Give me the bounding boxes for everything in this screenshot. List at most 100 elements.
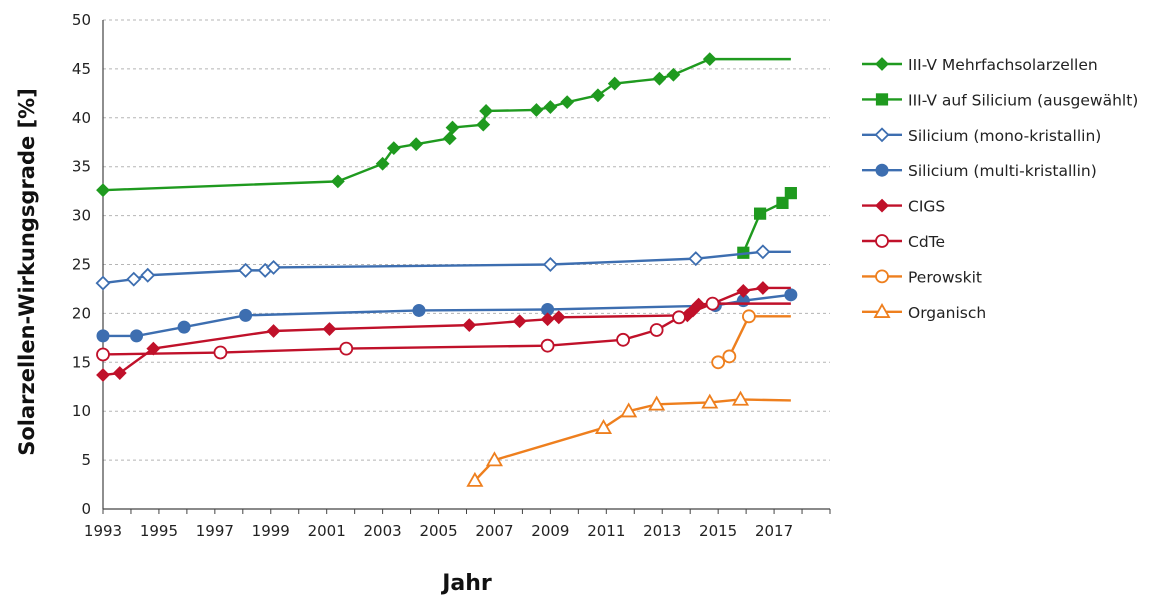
legend-item: Silicium (mono-kristallin) bbox=[862, 127, 1101, 145]
data-point bbox=[540, 312, 555, 327]
y-tick-label: 15 bbox=[72, 353, 91, 371]
y-tick-label: 50 bbox=[72, 11, 91, 29]
data-point bbox=[112, 366, 127, 380]
data-point bbox=[95, 275, 111, 291]
data-point bbox=[239, 308, 253, 322]
data-point bbox=[386, 141, 401, 156]
series bbox=[95, 244, 791, 291]
data-point bbox=[722, 349, 737, 364]
data-point bbox=[652, 71, 667, 86]
series bbox=[96, 281, 791, 382]
legend-item: Perowskit bbox=[862, 268, 982, 286]
data-point bbox=[776, 196, 789, 209]
series bbox=[737, 187, 797, 259]
data-point bbox=[672, 310, 686, 325]
data-point bbox=[753, 207, 767, 220]
data-point bbox=[736, 283, 751, 298]
data-point bbox=[705, 296, 720, 311]
x-tick-label: 1999 bbox=[252, 522, 290, 540]
data-point bbox=[266, 259, 282, 275]
x-tick-labels: 1993 1995 1997 1999 2001 2003 2005 2007 2009 2011… bbox=[84, 522, 793, 540]
y-tick-label: 20 bbox=[72, 304, 91, 322]
x-tick-label: 2013 bbox=[643, 522, 681, 540]
data-point bbox=[875, 163, 889, 177]
data-point bbox=[130, 329, 144, 343]
y-tick-label: 40 bbox=[72, 109, 91, 127]
data-point bbox=[648, 395, 666, 411]
data-point bbox=[551, 310, 566, 325]
data-point bbox=[96, 183, 110, 198]
data-point bbox=[874, 127, 890, 143]
data-point bbox=[742, 309, 756, 324]
data-point bbox=[330, 174, 345, 189]
legend-label: Silicium (multi-kristallin) bbox=[908, 162, 1097, 180]
y-tick-label: 5 bbox=[81, 451, 91, 469]
data-point bbox=[701, 393, 719, 409]
legend-label: III-V auf Silicium (ausgewählt) bbox=[908, 91, 1138, 109]
data-point bbox=[616, 332, 630, 347]
x-tick-label: 2007 bbox=[475, 522, 513, 540]
data-point bbox=[702, 52, 717, 67]
data-point bbox=[466, 471, 484, 487]
data-point bbox=[476, 117, 491, 132]
data-point bbox=[445, 120, 460, 135]
data-point bbox=[140, 267, 156, 283]
data-point bbox=[711, 355, 726, 370]
data-point bbox=[875, 57, 889, 71]
legend-label: CdTe bbox=[908, 233, 945, 251]
data-point bbox=[666, 67, 681, 82]
x-tick-label: 2003 bbox=[364, 522, 402, 540]
x-tick-label: 1993 bbox=[84, 522, 122, 540]
legend-label: Perowskit bbox=[908, 268, 982, 286]
data-point bbox=[442, 131, 457, 146]
data-point bbox=[731, 390, 750, 406]
data-point bbox=[462, 318, 477, 333]
y-tick-label: 25 bbox=[72, 256, 91, 274]
data-point bbox=[126, 271, 142, 287]
y-axis-title: Solarzellen-Wirkungsgrade [%] bbox=[15, 88, 39, 456]
data-point bbox=[266, 324, 281, 338]
y-tick-label: 0 bbox=[81, 500, 91, 518]
legend-label: Organisch bbox=[908, 304, 986, 322]
legend-item: III-V auf Silicium (ausgewählt) bbox=[862, 91, 1138, 109]
legend-label: III-V Mehrfachsolarzellen bbox=[908, 56, 1098, 74]
x-tick-label: 2005 bbox=[419, 522, 457, 540]
legend-item: CIGS bbox=[862, 198, 945, 216]
data-point bbox=[620, 402, 638, 418]
series-group bbox=[95, 52, 798, 487]
data-point bbox=[784, 288, 798, 302]
data-point bbox=[479, 104, 493, 118]
y-tick-label: 30 bbox=[72, 207, 91, 225]
data-point bbox=[412, 303, 426, 317]
data-point bbox=[591, 88, 605, 103]
data-point bbox=[238, 262, 254, 278]
grid bbox=[103, 19, 830, 461]
data-point bbox=[875, 234, 889, 248]
data-point bbox=[560, 95, 575, 110]
legend: III-V Mehrfachsolarzellen III-V auf Silic… bbox=[862, 56, 1138, 322]
x-tick-label: 2011 bbox=[587, 522, 625, 540]
y-tick-labels: 0 5 10 15 20 25 30 35 40 45 50 bbox=[72, 11, 91, 518]
x-tick-label: 2001 bbox=[308, 522, 346, 540]
series bbox=[466, 390, 791, 487]
data-point bbox=[529, 103, 544, 117]
legend-item: Silicium (multi-kristallin) bbox=[862, 162, 1097, 180]
series-line bbox=[102, 57, 791, 192]
series bbox=[96, 296, 791, 362]
data-point bbox=[409, 137, 424, 152]
data-point bbox=[755, 281, 770, 295]
data-point bbox=[649, 323, 664, 337]
legend-label: Silicium (mono-kristallin) bbox=[908, 127, 1101, 145]
data-point bbox=[543, 100, 558, 114]
legend-item: Organisch bbox=[862, 302, 986, 322]
data-point bbox=[688, 251, 704, 267]
x-tick-label: 2009 bbox=[531, 522, 569, 540]
data-point bbox=[96, 329, 110, 343]
data-point bbox=[755, 244, 771, 260]
x-axis-title: Jahr bbox=[440, 571, 492, 596]
x-tick-label: 1995 bbox=[140, 522, 178, 540]
data-point bbox=[339, 341, 354, 356]
data-point bbox=[96, 368, 110, 382]
series bbox=[96, 52, 791, 198]
